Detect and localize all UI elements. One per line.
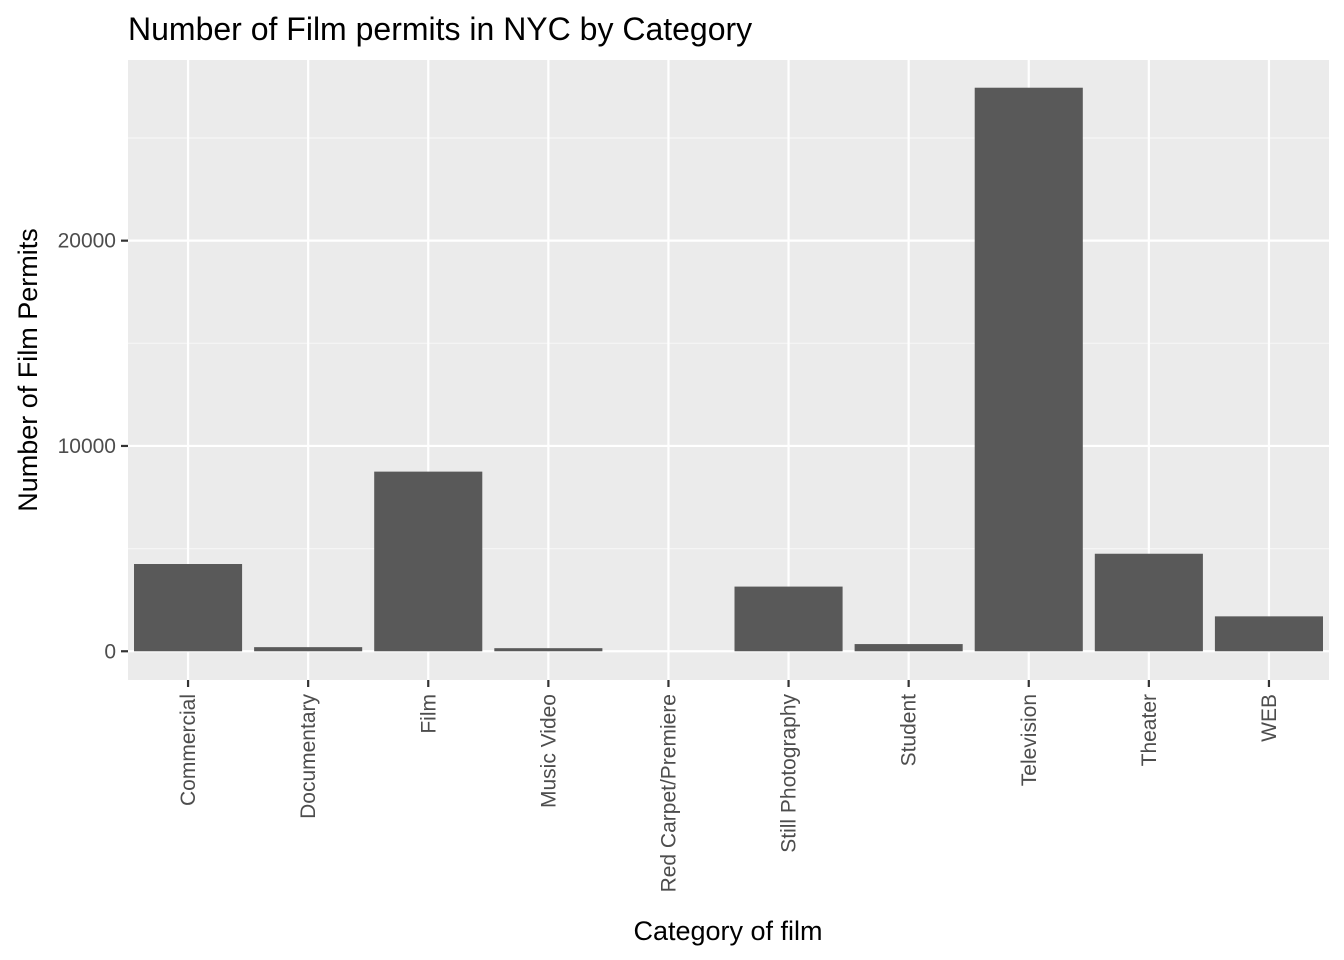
- x-tick-label: Film: [417, 694, 440, 734]
- x-tick-label: Still Photography: [778, 694, 801, 853]
- bars: [134, 87, 1323, 652]
- y-tick-label: 20000: [58, 230, 116, 253]
- bar-music-video: [494, 648, 603, 652]
- y-axis: 0 10000 20000: [58, 230, 128, 663]
- bar-film: [374, 471, 483, 652]
- x-tick-label: Documentary: [297, 694, 320, 819]
- x-tick-label: WEB: [1258, 694, 1281, 742]
- x-tick-label: Student: [898, 694, 921, 767]
- bar-theater: [1094, 553, 1203, 652]
- bar-commercial: [134, 564, 243, 652]
- y-tick-label: 0: [104, 640, 116, 663]
- x-tick-label: Red Carpet/Premiere: [657, 694, 680, 892]
- y-axis-title: Number of Film Permits: [13, 228, 43, 512]
- y-tick-label: 10000: [58, 435, 116, 458]
- x-axis-title: Category of film: [633, 916, 822, 946]
- bar-still-photography: [734, 586, 843, 652]
- minor-gridlines: [128, 137, 1329, 550]
- x-tick-label: Television: [1018, 694, 1041, 786]
- x-tick-label: Commercial: [177, 694, 200, 806]
- bar-documentary: [254, 647, 363, 652]
- x-tick-label: Music Video: [537, 694, 560, 808]
- x-axis: Commercial Documentary Film Music Video Red …: [177, 680, 1281, 892]
- bar-student: [854, 644, 963, 652]
- x-tick-label: Theater: [1138, 694, 1161, 766]
- chart-title: Number of Film permits in NYC by Categor…: [128, 11, 752, 47]
- bar-television: [974, 87, 1083, 652]
- bar-web: [1214, 616, 1323, 652]
